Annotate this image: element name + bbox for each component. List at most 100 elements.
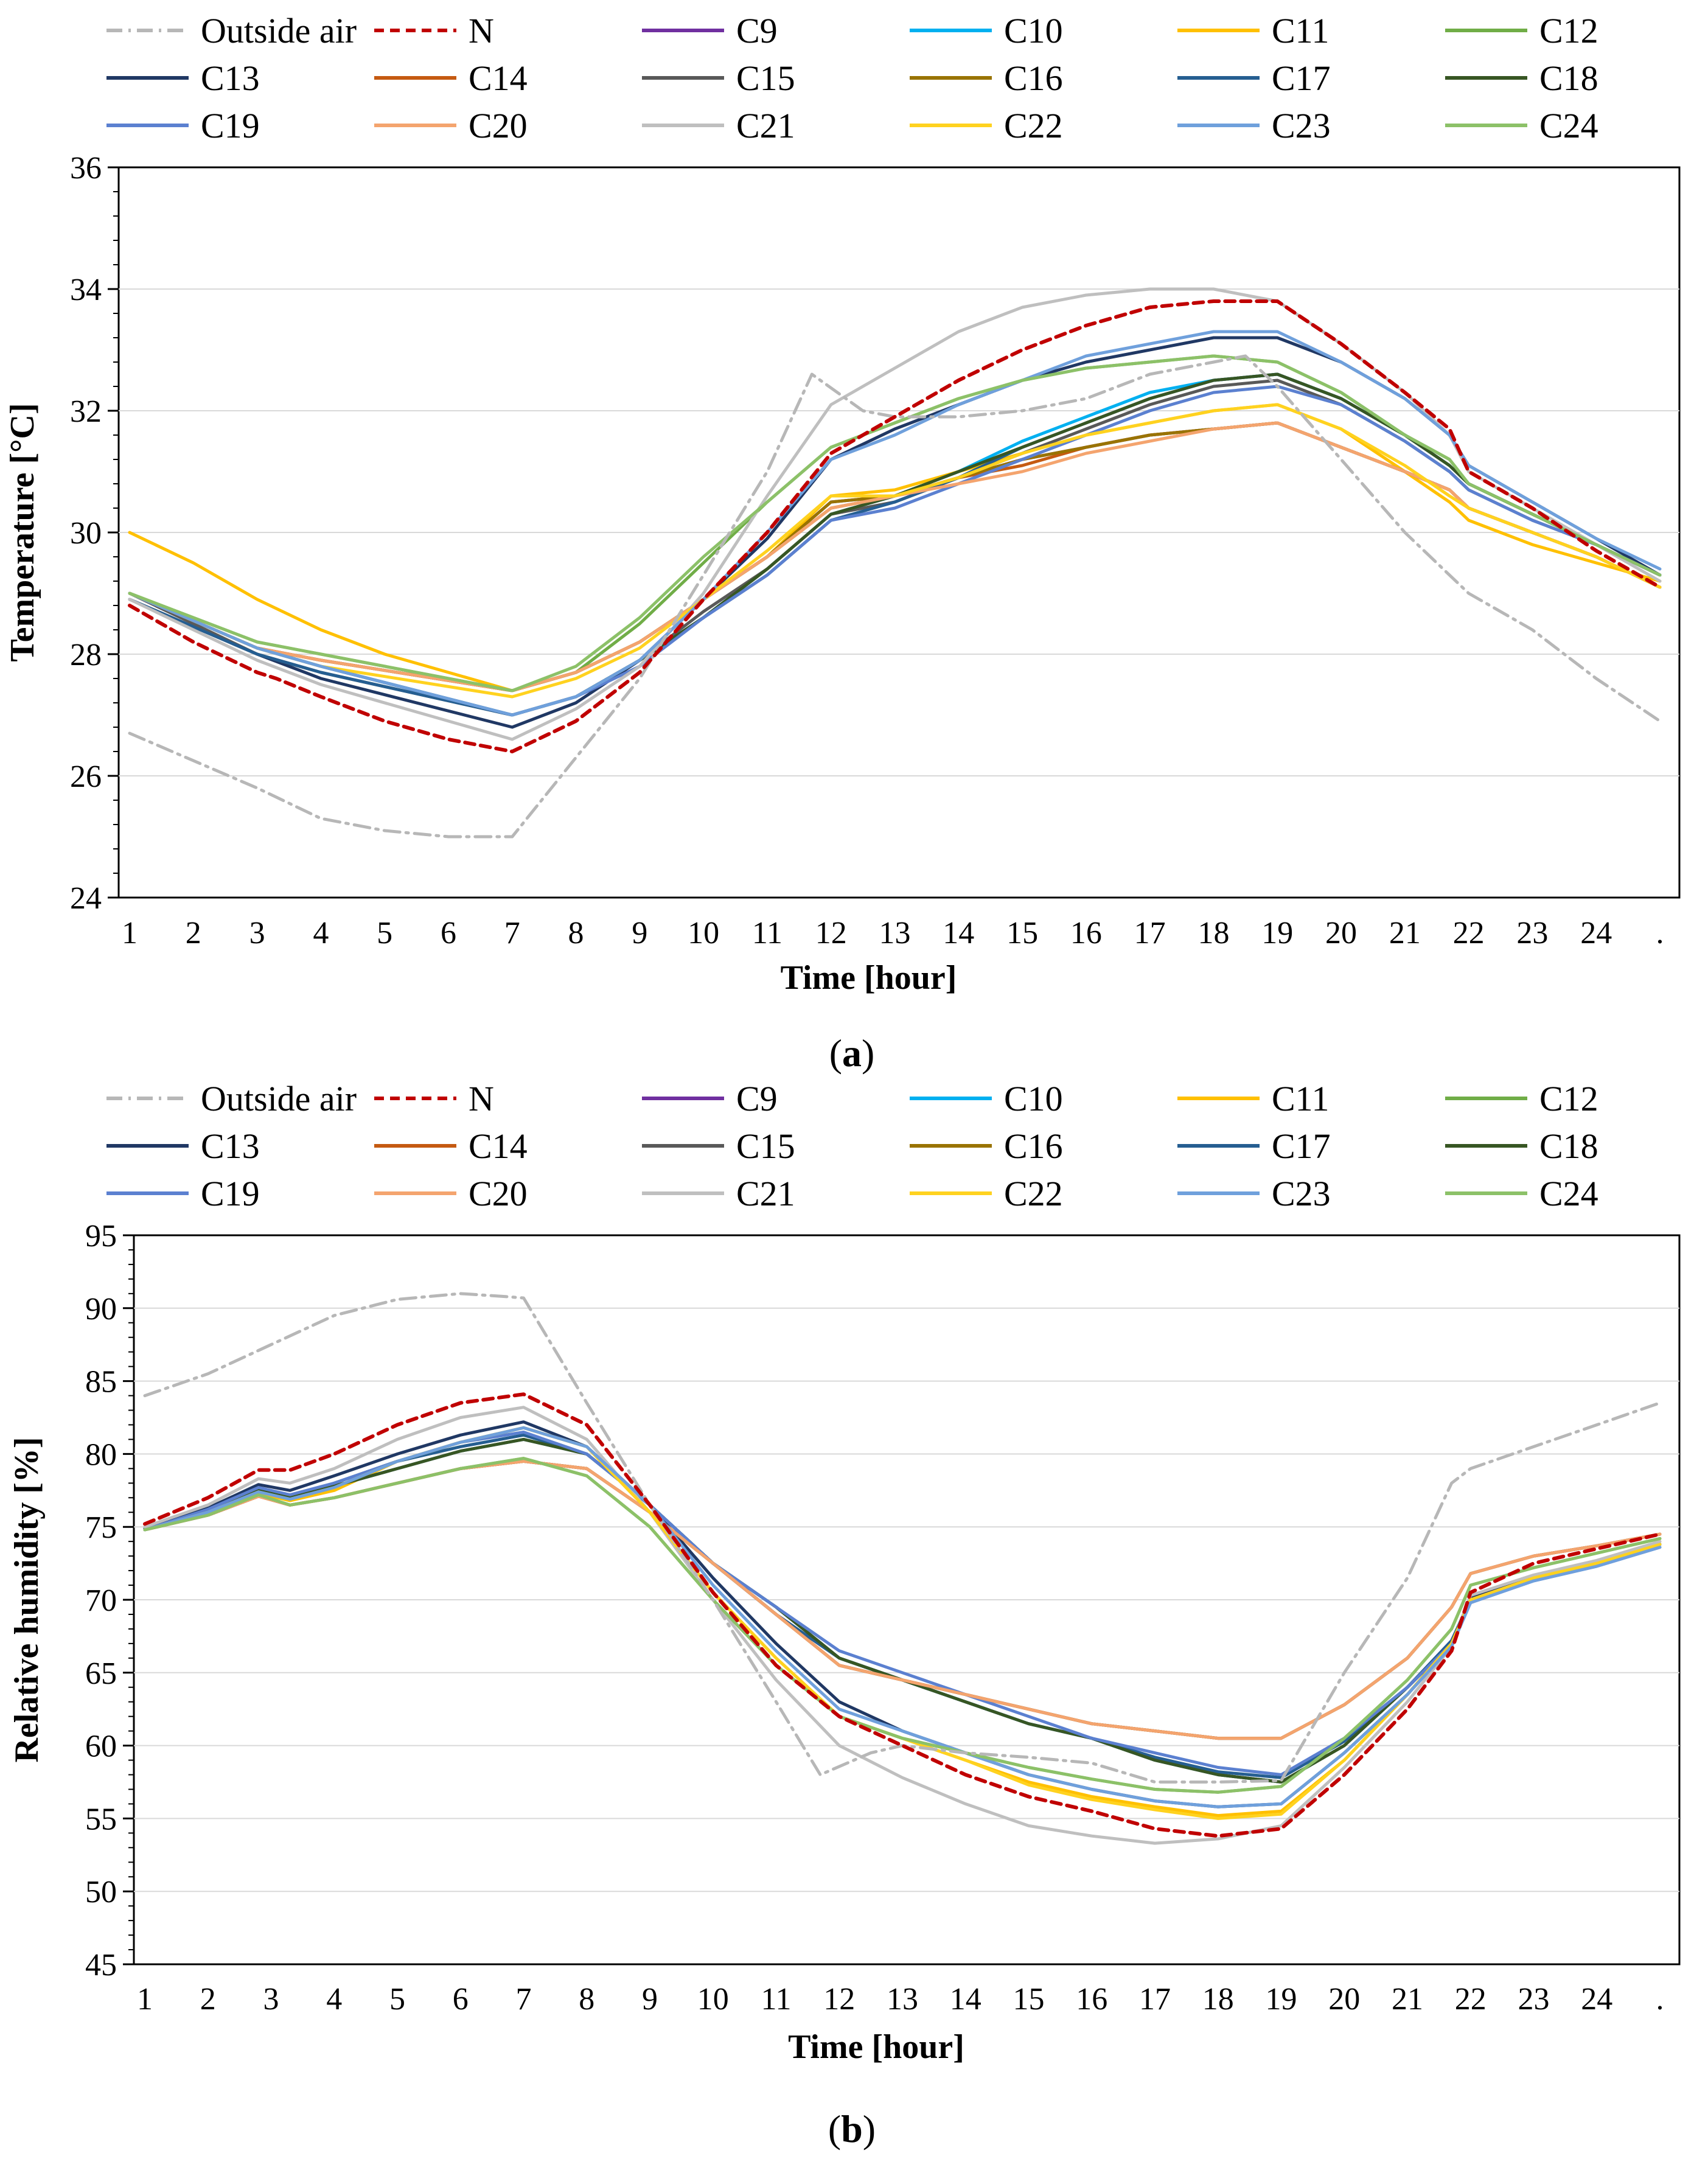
panel-a-y-axis-title: Temperature [°C] — [4, 403, 41, 661]
panel-b-series-n — [143, 1392, 1662, 1838]
panel-a-legend-label-c12: C12 — [1539, 11, 1598, 51]
panel-a-y-tick-label-34: 34 — [70, 273, 102, 307]
panel-b-chart: Outside air N C9 C10 C11 C12 C13 C14 C15 C16 C17 C1… — [8, 1079, 1681, 2066]
panel-b-y-tick-label-95: 95 — [85, 1219, 117, 1254]
panel-b-x-tick-label-3: 3 — [263, 1982, 279, 2017]
panel-a-y-tick-label-30: 30 — [70, 516, 102, 551]
panel-b-x-tick-label-5: 5 — [389, 1982, 405, 2017]
panel-b-y-axis-title: Relative humidity [%] — [8, 1437, 46, 1762]
panel-b-x-tick-label-11: 11 — [761, 1982, 791, 2017]
panel-a-x-tick-label-2: 2 — [186, 916, 201, 950]
panel-a-series-c24 — [128, 354, 1662, 692]
panel-a-x-tick-label-25: . — [1656, 916, 1664, 950]
panel-a-legend-label-c9: C9 — [736, 11, 778, 51]
panel-a-legend-label-c13: C13 — [201, 58, 260, 98]
panel-b-x-tick-label-20: 20 — [1328, 1982, 1360, 2017]
panel-b-x-tick-label-15: 15 — [1013, 1982, 1045, 2017]
panel-b-series-outside-air — [143, 1292, 1662, 1784]
panel-b-series-c23 — [143, 1426, 1662, 1809]
panel-a-legend-label-outside-air: Outside air — [201, 11, 357, 51]
panel-b-x-tick-label-9: 9 — [642, 1982, 658, 2017]
panel-b-y-tick-label-75: 75 — [85, 1510, 117, 1545]
panel-b-legend-label-c19: C19 — [201, 1174, 260, 1213]
panel-b-legend-label-c23: C23 — [1272, 1174, 1331, 1213]
panel-b-legend-label-c22: C22 — [1004, 1174, 1063, 1213]
panel-a-x-tick-label-14: 14 — [943, 916, 974, 950]
panel-b-y-tick-label-90: 90 — [85, 1292, 117, 1327]
panel-b-x-tick-label-25: . — [1656, 1982, 1664, 2017]
panel-b-legend-label-c13: C13 — [201, 1126, 260, 1166]
panel-b-y-tick-label-45: 45 — [85, 1948, 117, 1983]
panel-a-x-tick-label-10: 10 — [688, 916, 719, 950]
panel-b-legend-label-outside-air: Outside air — [201, 1079, 357, 1118]
panel-a-x-tick-label-9: 9 — [632, 916, 647, 950]
panel-b-legend-label-c14: C14 — [469, 1126, 528, 1166]
panel-a-legend-label-c17: C17 — [1272, 58, 1331, 98]
panel-a-x-tick-label-15: 15 — [1006, 916, 1038, 950]
panel-b-legend-label-c12: C12 — [1539, 1079, 1598, 1118]
panel-a-x-tick-label-19: 19 — [1261, 916, 1293, 950]
panel-b-x-tick-label-13: 13 — [887, 1982, 918, 2017]
panel-b-y-tick-label-60: 60 — [85, 1729, 117, 1764]
panel-a-legend-label-c21: C21 — [736, 106, 795, 145]
panel-a-y-tick-label-26: 26 — [70, 759, 102, 794]
panel-a-x-tick-label-24: 24 — [1580, 916, 1612, 950]
panel-b-label: (b) — [828, 2107, 876, 2150]
panel-a-legend-label-n: N — [469, 11, 494, 51]
panel-b-x-tick-label-21: 21 — [1392, 1982, 1423, 2017]
panel-a-x-tick-label-11: 11 — [752, 916, 783, 950]
panel-a-legend-label-c20: C20 — [469, 106, 528, 145]
panel-a-x-tick-label-21: 21 — [1389, 916, 1421, 950]
panel-b-series-c19 — [143, 1431, 1662, 1776]
panel-a-x-tick-label-1: 1 — [122, 916, 138, 950]
panel-a-x-tick-label-7: 7 — [504, 916, 520, 950]
panel-b-legend-label-c11: C11 — [1272, 1079, 1330, 1118]
panel-a-series-c11 — [128, 403, 1662, 692]
panel-a-legend-label-c11: C11 — [1272, 11, 1330, 51]
panel-a-x-tick-label-12: 12 — [815, 916, 847, 950]
panel-a-x-tick-label-8: 8 — [568, 916, 584, 950]
panel-a-x-tick-label-13: 13 — [879, 916, 911, 950]
panel-a-legend-label-c16: C16 — [1004, 58, 1063, 98]
panel-a-legend-label-c19: C19 — [201, 106, 260, 145]
panel-b-y-tick-label-55: 55 — [85, 1802, 117, 1836]
panel-b-legend-label-c15: C15 — [736, 1126, 795, 1166]
panel-b-legend-label-c21: C21 — [736, 1174, 795, 1213]
panel-a-series-n — [128, 299, 1662, 753]
panel-b-legend-label-c9: C9 — [736, 1079, 778, 1118]
panel-b-x-tick-label-18: 18 — [1202, 1982, 1234, 2017]
panel-b-x-tick-label-23: 23 — [1518, 1982, 1550, 2017]
panel-a-y-tick-label-28: 28 — [70, 638, 102, 672]
panel-b-y-tick-label-50: 50 — [85, 1875, 117, 1910]
panel-a-legend-label-c15: C15 — [736, 58, 795, 98]
panel-b-x-tick-label-17: 17 — [1139, 1982, 1171, 2017]
panel-b-legend-label-c17: C17 — [1272, 1126, 1331, 1166]
panel-a-x-tick-label-6: 6 — [441, 916, 456, 950]
panel-a-x-tick-label-23: 23 — [1516, 916, 1548, 950]
panel-b-x-tick-label-1: 1 — [137, 1982, 153, 2017]
panel-b-x-tick-label-19: 19 — [1266, 1982, 1297, 2017]
panel-b-legend: Outside air N C9 C10 C11 C12 C13 C14 C15 C16 C17 C1… — [106, 1079, 1598, 1213]
panel-b-legend-label-c10: C10 — [1004, 1079, 1063, 1118]
panel-a-x-axis-title: Time [hour] — [781, 959, 957, 997]
panel-b-legend-label-c20: C20 — [469, 1174, 528, 1213]
panel-a-chart: Outside air N C9 C10 C11 C12 C13 C14 C15 C16 C17 C1… — [4, 11, 1681, 997]
panel-a-series-outside-air — [128, 354, 1662, 839]
panel-a-legend-label-c24: C24 — [1539, 106, 1598, 145]
panel-a-x-tick-label-22: 22 — [1453, 916, 1485, 950]
panel-b-series-c24 — [143, 1457, 1662, 1794]
panel-b-legend-label-n: N — [469, 1079, 494, 1118]
panel-b-x-tick-label-7: 7 — [516, 1982, 532, 2017]
panel-a-x-tick-label-16: 16 — [1070, 916, 1102, 950]
panel-b-x-tick-label-12: 12 — [823, 1982, 855, 2017]
panel-a-x-tick-label-20: 20 — [1325, 916, 1357, 950]
panel-a-x-tick-label-4: 4 — [313, 916, 329, 950]
panel-a-legend-label-c23: C23 — [1272, 106, 1331, 145]
panel-b-y-tick-label-85: 85 — [85, 1365, 117, 1400]
panel-b-legend-label-c24: C24 — [1539, 1174, 1598, 1213]
panel-a-series-c22 — [128, 403, 1662, 699]
panel-a-y-tick-label-32: 32 — [70, 394, 102, 429]
panel-a-x-tick-label-18: 18 — [1197, 916, 1229, 950]
